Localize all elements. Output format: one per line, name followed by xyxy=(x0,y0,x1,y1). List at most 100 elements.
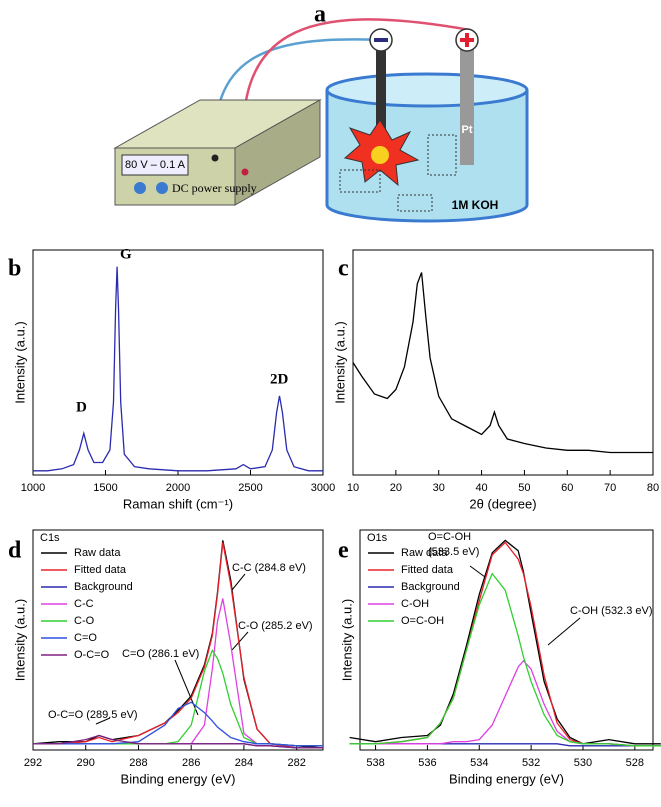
x-tick-label: 50 xyxy=(518,482,530,494)
terminal xyxy=(211,154,219,162)
annotation: 2D xyxy=(270,371,289,387)
x-tick-label: 3000 xyxy=(311,482,335,494)
plasma-core xyxy=(371,146,389,164)
y-axis-label: Intensity (a.u.) xyxy=(339,599,354,681)
arrow xyxy=(231,573,246,591)
x-tick-label: 532 xyxy=(522,757,540,769)
data-line xyxy=(33,648,323,747)
x-tick-label: 536 xyxy=(418,757,436,769)
panel-label: a xyxy=(314,2,326,28)
arrows xyxy=(95,565,581,725)
x-axis-label: Binding energy (eV) xyxy=(121,771,236,786)
annotation: D xyxy=(76,399,87,415)
data-line xyxy=(349,541,661,747)
legend-label: C-OH xyxy=(401,598,429,610)
annotation: O1s xyxy=(367,532,388,544)
x-tick-label: 538 xyxy=(366,757,384,769)
cathode xyxy=(376,45,386,160)
plot-frame xyxy=(32,529,324,751)
x-tick-label: 290 xyxy=(77,757,95,769)
x-tick-label: 60 xyxy=(561,482,573,494)
anode xyxy=(460,45,474,165)
x-tick-label: 292 xyxy=(24,757,42,769)
annotation: C=O (286.1 eV) xyxy=(122,648,199,660)
graphene xyxy=(339,169,381,193)
y-axis-label: Intensity (a.u.) xyxy=(12,321,27,403)
data-line xyxy=(349,572,661,747)
legend-label: Raw data xyxy=(401,547,448,559)
y-axis-label: Intensity (a.u.) xyxy=(12,599,27,681)
minus-bar xyxy=(374,38,388,42)
x-tick-label: 2500 xyxy=(238,482,262,494)
x-tick-label: 288 xyxy=(129,757,147,769)
x-axis-label: Binding energy (eV) xyxy=(449,771,564,786)
arrow xyxy=(95,717,111,725)
data-line xyxy=(349,659,661,747)
graphene xyxy=(427,134,457,176)
display xyxy=(121,154,189,176)
x-tick-label: 70 xyxy=(604,482,616,494)
display-text: 80 V – 0.1 A xyxy=(125,159,186,171)
x-tick-label: 1000 xyxy=(21,482,45,494)
annotation: C-C (284.8 eV) xyxy=(232,562,306,574)
arrow xyxy=(469,565,486,578)
legend-label: Background xyxy=(401,581,460,593)
panel-label: e xyxy=(338,538,349,564)
panel-label: b xyxy=(8,256,21,282)
annotation: C-O (285.2 eV) xyxy=(238,620,313,632)
legend-label: Fitted data xyxy=(401,564,454,576)
plus-bar xyxy=(460,33,474,47)
solution-label: 1M KOH xyxy=(452,198,499,212)
annotation: C1s xyxy=(40,532,60,544)
x-tick-label: 40 xyxy=(475,482,487,494)
x-tick-label: 534 xyxy=(470,757,488,769)
electrode-label: Pt xyxy=(462,124,473,136)
legend-label: O=C-OH xyxy=(401,615,444,627)
x-tick-label: 286 xyxy=(182,757,200,769)
x-tick-label: 20 xyxy=(390,482,402,494)
graphene xyxy=(397,194,433,212)
plot-frame xyxy=(359,529,654,751)
data-line xyxy=(33,701,323,747)
legend-label: Raw data xyxy=(74,547,121,559)
plot-frame xyxy=(32,249,324,476)
legend-label: C-O xyxy=(74,615,95,627)
x-tick-label: 1500 xyxy=(93,482,117,494)
data-line xyxy=(33,734,323,749)
arrow xyxy=(231,631,249,651)
x-tick-label: 30 xyxy=(433,482,445,494)
x-tick-label: 80 xyxy=(647,482,659,494)
x-tick-label: 282 xyxy=(287,757,305,769)
supply-side xyxy=(234,99,321,206)
y-axis-label: Intensity (a.u.) xyxy=(332,321,347,403)
panel-label: d xyxy=(8,538,22,564)
data-line xyxy=(33,266,323,472)
legend-label: Fitted data xyxy=(74,564,127,576)
x-tick-label: 2000 xyxy=(166,482,190,494)
x-tick-label: 10 xyxy=(347,482,359,494)
plot-frame xyxy=(352,249,654,476)
data-line xyxy=(349,539,661,745)
arrow xyxy=(547,617,581,646)
annotation: (533.5 eV) xyxy=(428,546,479,558)
knob xyxy=(156,182,168,194)
terminal xyxy=(241,168,249,176)
legend-label: Background xyxy=(74,581,133,593)
legend-label: C=O xyxy=(74,632,97,644)
schematic: a 80 V – 0.1 A DC power supply Pt 1M KOH xyxy=(113,2,529,223)
legend-label: C-C xyxy=(74,598,94,610)
x-tick-label: 528 xyxy=(626,757,644,769)
data-line xyxy=(33,542,323,749)
data-line xyxy=(352,272,653,454)
beaker-rim xyxy=(325,72,529,108)
annotation: O=C-OH xyxy=(428,531,471,543)
x-axis-label: 2θ (degree) xyxy=(469,496,536,511)
knob xyxy=(134,182,146,194)
annotation: G xyxy=(120,246,132,262)
annotation: O-C=O (289.5 eV) xyxy=(48,709,138,721)
arrow xyxy=(174,659,199,716)
panel-label: c xyxy=(338,256,349,282)
x-tick-label: 530 xyxy=(574,757,592,769)
legend-label: O-C=O xyxy=(74,649,110,661)
